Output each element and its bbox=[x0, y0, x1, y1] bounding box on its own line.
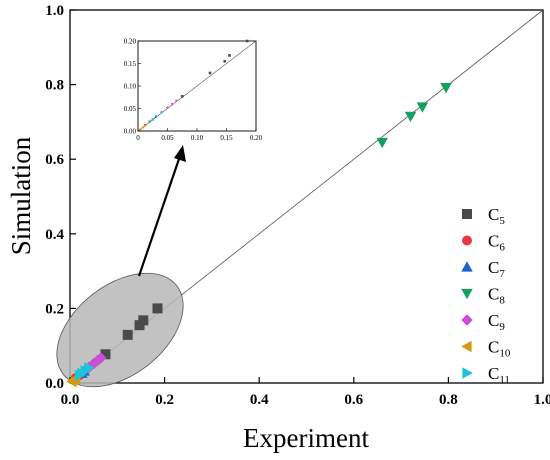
x-axis-title: Experiment bbox=[243, 423, 369, 453]
inset-data-point-c10 bbox=[138, 127, 142, 131]
x-tick-label: 0.4 bbox=[250, 392, 269, 408]
inset-data-point-c5 bbox=[208, 71, 212, 75]
legend-marker-c8 bbox=[461, 288, 473, 300]
inset-data-point-c11 bbox=[155, 114, 159, 118]
inset-data-point-c5 bbox=[245, 39, 249, 43]
inset-data-point-c11 bbox=[151, 117, 155, 121]
y-axis-ticks: 0.0 0.2 0.4 0.6 0.8 1.0 bbox=[45, 3, 76, 392]
y-tick-label: 0.6 bbox=[45, 152, 64, 168]
legend-label-c9: C9 bbox=[488, 311, 505, 333]
inset-x-ticks: 0 0.05 0.10 0.15 0.20 bbox=[136, 128, 263, 142]
data-point-c5 bbox=[122, 329, 133, 340]
inset-x-tick-label: 0.05 bbox=[161, 134, 174, 142]
inset-data-point-c10 bbox=[143, 124, 147, 128]
x-axis-ticks: 0.0 0.2 0.4 0.6 0.8 1.0 bbox=[61, 377, 550, 408]
inset-data-point-c11 bbox=[148, 120, 152, 124]
x-tick-label: 1.0 bbox=[534, 392, 550, 408]
data-point-c5 bbox=[152, 303, 163, 314]
legend-item-c10: C10 bbox=[461, 338, 511, 360]
legend-item-c9: C9 bbox=[461, 311, 505, 333]
x-tick-label: 0.2 bbox=[155, 392, 174, 408]
data-point-c5 bbox=[100, 349, 111, 360]
legend-marker-c9 bbox=[461, 314, 473, 326]
inset-x-tick-label: 0.20 bbox=[250, 134, 263, 142]
data-point-c8 bbox=[440, 82, 452, 94]
inset-data-point-c11 bbox=[160, 111, 164, 115]
x-tick-label: 0.6 bbox=[344, 392, 363, 408]
y-axis-title: Simulation bbox=[6, 136, 36, 255]
legend-item-c6: C6 bbox=[462, 232, 505, 254]
inset-y-tick-label: 0.20 bbox=[124, 38, 137, 46]
y-tick-label: 1.0 bbox=[45, 3, 64, 19]
legend-item-c7: C7 bbox=[461, 258, 505, 280]
inset-x-tick-label: 0.15 bbox=[220, 134, 233, 142]
legend-label-c6: C6 bbox=[488, 232, 505, 254]
y-tick-label: 0.8 bbox=[45, 78, 64, 94]
inset-x-tick-label: 0.10 bbox=[191, 134, 204, 142]
inset-data-point-c9 bbox=[170, 102, 174, 106]
inset-data-point-c9 bbox=[166, 106, 169, 110]
legend-marker-c11 bbox=[462, 367, 473, 379]
inset-y-ticks: 0.00 0.05 0.10 0.15 0.20 bbox=[124, 38, 141, 136]
data-point-c11 bbox=[84, 361, 95, 374]
legend-marker-c6 bbox=[462, 235, 472, 246]
legend-label-c8: C8 bbox=[488, 285, 505, 307]
data-point-c8 bbox=[416, 102, 429, 113]
plot-frame bbox=[69, 9, 544, 384]
inset-y-tick-label: 0.15 bbox=[124, 60, 137, 68]
y-tick-label: 0.0 bbox=[45, 376, 64, 392]
inset-data-point-c10 bbox=[141, 125, 144, 129]
legend: C5 C6 C7 C8 C9 C10 C11 bbox=[461, 205, 511, 386]
data-point-c8 bbox=[376, 137, 388, 149]
data-point-c8 bbox=[404, 111, 417, 123]
x-tick-label: 0.0 bbox=[61, 392, 80, 408]
inset-x-tick-label: 0 bbox=[136, 134, 140, 142]
y-tick-label: 0.4 bbox=[45, 227, 64, 243]
zoom-arrowhead bbox=[174, 145, 186, 162]
zoom-arrow bbox=[137, 155, 182, 277]
legend-label-c10: C10 bbox=[488, 338, 511, 360]
inset-y-tick-label: 0.05 bbox=[124, 105, 137, 113]
inset-y-tick-label: 0.10 bbox=[124, 83, 137, 91]
inset-data-point-c5 bbox=[180, 95, 184, 98]
inset-data-points bbox=[138, 39, 249, 131]
data-point-c5 bbox=[138, 315, 149, 326]
inset-data-point-c5 bbox=[223, 59, 227, 63]
zoom-region-ellipse bbox=[56, 272, 184, 388]
y-tick-label: 0.2 bbox=[45, 301, 64, 317]
legend-marker-c5 bbox=[462, 209, 472, 219]
inset-y-tick-label: 0.00 bbox=[124, 128, 137, 136]
legend-label-c7: C7 bbox=[488, 258, 505, 280]
legend-marker-c7 bbox=[461, 261, 473, 272]
legend-label-c11: C11 bbox=[488, 364, 510, 386]
data-points bbox=[66, 82, 452, 388]
inset-data-point-c9 bbox=[174, 99, 178, 103]
legend-item-c5: C5 bbox=[462, 205, 505, 227]
legend-item-c8: C8 bbox=[461, 285, 505, 307]
x-tick-label: 0.8 bbox=[439, 392, 458, 408]
legend-label-c5: C5 bbox=[488, 205, 505, 227]
data-point-c9 bbox=[94, 352, 107, 364]
legend-marker-c10 bbox=[461, 340, 472, 353]
inset-plot: 0 0.05 0.10 0.15 0.20 0.00 0.05 0.10 0.15 0.20 bbox=[124, 38, 263, 143]
inset-data-point-c5 bbox=[228, 54, 231, 57]
